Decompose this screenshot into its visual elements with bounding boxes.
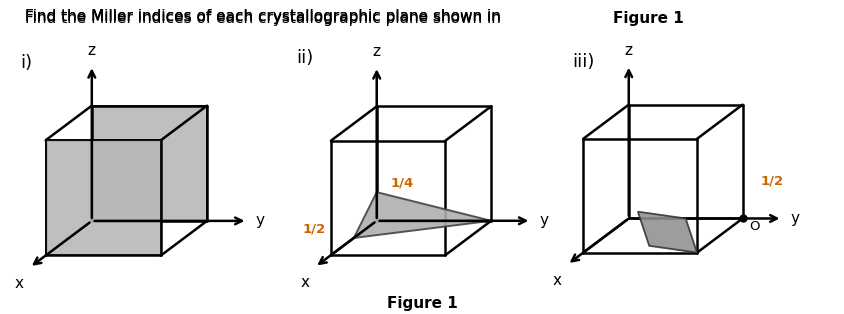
Text: ii): ii) (296, 49, 313, 67)
Polygon shape (46, 140, 160, 256)
Text: x: x (300, 275, 309, 290)
Text: 1/2: 1/2 (302, 222, 325, 235)
Text: z: z (624, 43, 632, 58)
Text: y: y (538, 213, 548, 228)
Text: 1/4: 1/4 (390, 176, 414, 189)
Polygon shape (637, 212, 696, 253)
Text: Find the Miller indices of each crystallographic plane shown in: Find the Miller indices of each crystall… (25, 9, 506, 24)
Text: z: z (372, 44, 381, 59)
Text: x: x (552, 273, 561, 288)
Text: O: O (749, 220, 759, 233)
Text: y: y (789, 211, 798, 226)
Polygon shape (92, 106, 207, 221)
Text: Figure 1: Figure 1 (387, 296, 457, 311)
Text: :: : (675, 11, 680, 26)
Text: iii): iii) (571, 53, 593, 72)
Text: i): i) (20, 54, 32, 72)
Polygon shape (354, 192, 490, 238)
Text: y: y (255, 214, 264, 228)
Text: 1/2: 1/2 (760, 174, 783, 187)
Text: x: x (15, 276, 24, 291)
Text: z: z (88, 43, 95, 58)
Text: Find the Miller indices of each crystallographic plane shown in: Find the Miller indices of each crystall… (25, 11, 506, 26)
Text: Figure 1: Figure 1 (613, 11, 684, 26)
Text: Find the Miller indices of each crystallographic plane shown in: Find the Miller indices of each crystall… (25, 9, 506, 24)
